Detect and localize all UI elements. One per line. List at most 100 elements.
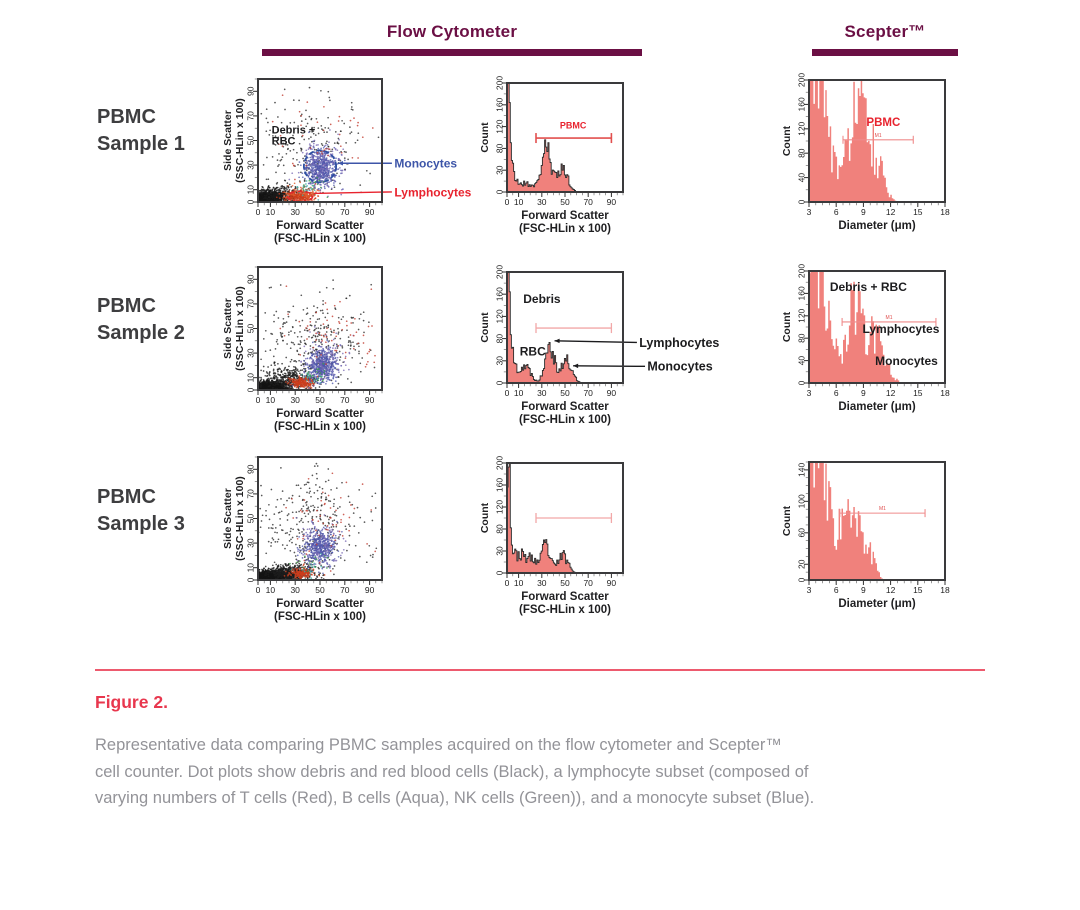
pbmc-label: PBMC bbox=[866, 117, 900, 129]
header-bar-scepter bbox=[812, 49, 958, 56]
debris-rbc-label: Debris + RBC bbox=[830, 280, 907, 294]
sample-label-line: Sample 2 bbox=[97, 322, 185, 344]
x-axis-title: Forward Scatter bbox=[276, 408, 364, 420]
x-axis-title: (FSC-HLin x 100) bbox=[519, 223, 611, 235]
svg-text:160: 160 bbox=[495, 97, 505, 111]
gate-marker: M1 bbox=[842, 133, 914, 144]
svg-text:0: 0 bbox=[505, 197, 510, 207]
y-axis-title: Count bbox=[479, 502, 491, 533]
column-header-scepter: Scepter™ bbox=[844, 22, 926, 41]
histogram-shape bbox=[507, 463, 623, 573]
monocytes-label: Monocytes bbox=[875, 354, 938, 368]
x-axis-title: Diameter (μm) bbox=[838, 220, 916, 232]
histogram-shape bbox=[809, 80, 945, 202]
x-axis-title: (FSC-HLin x 100) bbox=[274, 233, 366, 245]
svg-text:0: 0 bbox=[256, 207, 261, 217]
plot-frame bbox=[506, 271, 624, 384]
svg-text:90: 90 bbox=[365, 207, 375, 217]
gate-sub-label: M1 bbox=[886, 315, 893, 321]
y-axis-title: Count bbox=[781, 311, 793, 342]
svg-text:70: 70 bbox=[583, 197, 593, 207]
svg-text:30: 30 bbox=[246, 160, 256, 170]
svg-text:30: 30 bbox=[495, 165, 505, 175]
x-axis-title: Diameter (μm) bbox=[838, 598, 916, 610]
x-axis-title: (FSC-HLin x 100) bbox=[274, 611, 366, 623]
rbc-label: RBC bbox=[272, 135, 296, 147]
lymphocytes-label: Lymphocytes bbox=[394, 185, 471, 199]
y-axis-title: Side Scatter bbox=[222, 488, 234, 549]
column-header-flow-cytometer: Flow Cytometer bbox=[386, 22, 518, 41]
scatter-points bbox=[257, 86, 383, 203]
svg-text:6: 6 bbox=[834, 207, 839, 217]
svg-text:3: 3 bbox=[807, 207, 812, 217]
svg-text:200: 200 bbox=[495, 76, 505, 90]
svg-text:30: 30 bbox=[537, 197, 547, 207]
svg-text:0: 0 bbox=[797, 199, 807, 204]
y-axis-title: Side Scatter bbox=[222, 110, 234, 171]
gate-sub-label: M1 bbox=[879, 506, 886, 512]
x-axis-title: Forward Scatter bbox=[276, 220, 364, 232]
x-axis-title: Forward Scatter bbox=[521, 401, 609, 413]
svg-text:30: 30 bbox=[290, 207, 300, 217]
monocytes-callout-line bbox=[573, 365, 646, 368]
gate-ellipse bbox=[302, 149, 338, 184]
svg-text:90: 90 bbox=[246, 86, 256, 96]
x-axis-title: (FSC-HLin x 100) bbox=[519, 414, 611, 426]
svg-text:50: 50 bbox=[315, 207, 325, 217]
scatter-plot-sample-1: Debris +RBC Monocytes Lymphocytes 0 10 30 50 70… bbox=[222, 78, 472, 245]
plot-frame bbox=[257, 266, 383, 391]
figure-caption-text: Representative data comparing PBMC sampl… bbox=[95, 732, 1005, 812]
x-axis-title: Forward Scatter bbox=[521, 591, 609, 603]
histogram-shape bbox=[809, 271, 945, 383]
lymphocytes-label: Lymphocytes bbox=[862, 322, 939, 336]
x-axis-title: Diameter (μm) bbox=[838, 401, 916, 413]
y-axis-title: Count bbox=[479, 122, 491, 153]
plot-frame bbox=[808, 79, 946, 203]
x-axis-title: Forward Scatter bbox=[521, 210, 609, 222]
scatter-points bbox=[257, 462, 382, 581]
svg-text:80: 80 bbox=[495, 143, 505, 153]
x-axis-title: Forward Scatter bbox=[276, 598, 364, 610]
gate-marker bbox=[535, 133, 613, 144]
svg-text:10: 10 bbox=[266, 207, 276, 217]
sample-label-line: Sample 1 bbox=[97, 133, 185, 155]
gate-marker bbox=[535, 513, 613, 523]
sample-label-1: PBMC Sample 1 bbox=[97, 104, 185, 158]
y-axis-title: Count bbox=[781, 505, 793, 536]
plot-frame bbox=[506, 462, 624, 574]
gate-marker: M1 bbox=[839, 506, 926, 518]
svg-text:90: 90 bbox=[607, 197, 617, 207]
sample-label-2: PBMC Sample 2 bbox=[97, 293, 185, 347]
plot-frame bbox=[506, 82, 624, 193]
svg-text:50: 50 bbox=[560, 197, 570, 207]
svg-text:12: 12 bbox=[886, 207, 896, 217]
sample-label-line: PBMC bbox=[97, 106, 156, 128]
lymphocytes-label: Lymphocytes bbox=[639, 336, 719, 350]
gate-marker bbox=[535, 323, 613, 334]
svg-text:120: 120 bbox=[495, 119, 505, 133]
monocytes-label: Monocytes bbox=[394, 156, 457, 170]
caption-line: Representative data comparing PBMC sampl… bbox=[95, 736, 782, 754]
sample-label-line: PBMC bbox=[97, 486, 156, 508]
plot-frame bbox=[808, 461, 946, 581]
y-axis-title: Count bbox=[781, 125, 793, 156]
y-axis-title: (SSC-HLin x 100) bbox=[234, 476, 246, 561]
caption-line: varying numbers of T cells (Red), B cell… bbox=[95, 789, 815, 807]
svg-text:9: 9 bbox=[861, 207, 866, 217]
svg-text:70: 70 bbox=[340, 207, 350, 217]
histogram-shape bbox=[507, 272, 623, 383]
pbmc-label: PBMC bbox=[560, 121, 587, 131]
caption-line: cell counter. Dot plots show debris and … bbox=[95, 762, 809, 781]
histogram-shape bbox=[809, 462, 945, 580]
monocytes-label: Monocytes bbox=[647, 360, 712, 374]
lymphocytes-callout-line bbox=[313, 191, 392, 195]
lymphocytes-callout-line bbox=[554, 340, 637, 344]
figure-caption-title: Figure 2. bbox=[95, 692, 168, 712]
